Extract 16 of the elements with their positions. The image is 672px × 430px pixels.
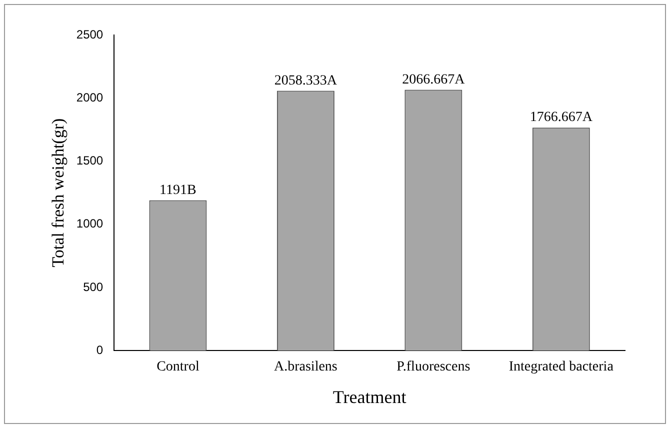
y-tick-label: 2000	[76, 90, 104, 104]
data-label: 2058.333A	[274, 73, 338, 88]
x-tick-label: Integrated bacteria	[508, 360, 614, 375]
y-tick-label: 1500	[76, 154, 104, 168]
y-axis-title: Total fresh weight(gr)	[48, 118, 68, 268]
y-tick-label: 0	[96, 342, 104, 357]
y-tick-label: 2500	[76, 27, 104, 42]
x-tick-label: A.brasilens	[274, 360, 338, 375]
x-axis-title: Treatment	[332, 386, 406, 407]
y-tick-label: 1000	[76, 216, 104, 231]
data-label: 1191B	[160, 182, 196, 198]
x-tick-label: Control	[156, 360, 200, 375]
data-label: 1766.667A	[530, 110, 594, 126]
x-tick-label: P.fluorescens	[396, 360, 470, 375]
data-label: 2066.667A	[402, 72, 466, 88]
y-tick-label: 500	[83, 280, 104, 294]
